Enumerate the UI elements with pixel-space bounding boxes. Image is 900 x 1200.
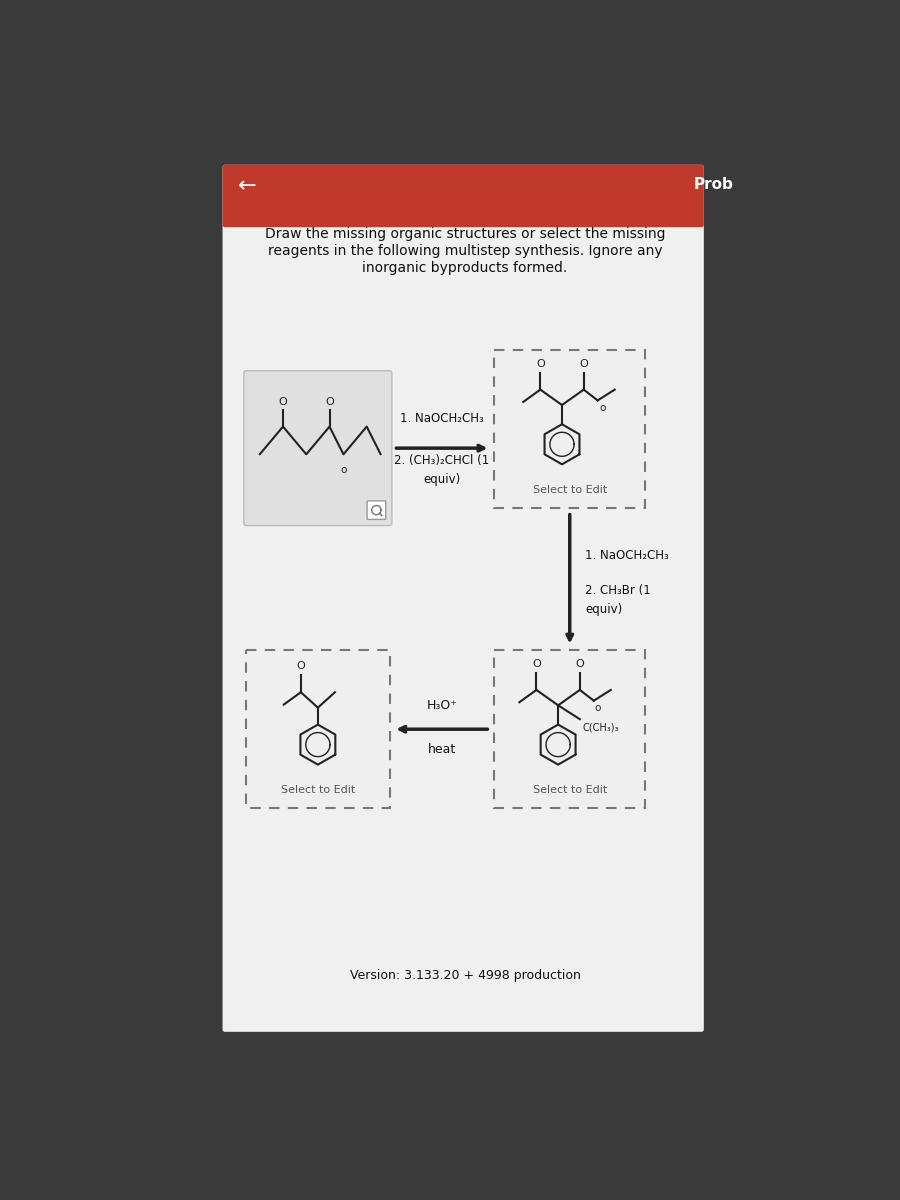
FancyBboxPatch shape [367, 500, 386, 520]
Text: Version: 3.133.20 + 4998 production: Version: 3.133.20 + 4998 production [350, 970, 580, 982]
Text: o: o [340, 466, 346, 475]
Text: O: O [532, 659, 541, 670]
Text: 1. NaOCH₂CH₃: 1. NaOCH₂CH₃ [400, 412, 484, 425]
Text: heat: heat [428, 743, 456, 756]
Text: Select to Edit: Select to Edit [281, 785, 355, 796]
Text: Prob: Prob [694, 176, 733, 192]
FancyBboxPatch shape [244, 371, 392, 526]
Text: o: o [599, 403, 606, 414]
FancyBboxPatch shape [222, 164, 704, 227]
Text: 2. (CH₃)₂CHCl (1: 2. (CH₃)₂CHCl (1 [394, 455, 490, 467]
Text: O: O [575, 659, 584, 670]
Text: Select to Edit: Select to Edit [533, 485, 607, 494]
Text: O: O [580, 359, 588, 368]
Text: Draw the missing organic structures or select the missing: Draw the missing organic structures or s… [265, 227, 665, 241]
Text: 1. NaOCH₂CH₃: 1. NaOCH₂CH₃ [585, 550, 669, 563]
Bar [247, 650, 390, 808]
Text: o: o [595, 703, 601, 713]
FancyBboxPatch shape [222, 164, 704, 1032]
Text: inorganic byproducts formed.: inorganic byproducts formed. [363, 262, 568, 275]
Text: O: O [536, 359, 544, 368]
Bar [494, 650, 645, 808]
Bar [225, 167, 701, 224]
Text: O: O [325, 396, 334, 407]
Text: equiv): equiv) [423, 473, 461, 486]
Text: C(CH₃)₃: C(CH₃)₃ [583, 722, 619, 732]
Bar [494, 350, 645, 508]
Text: ←: ← [238, 176, 256, 197]
Text: equiv): equiv) [585, 604, 623, 617]
Text: reagents in the following multistep synthesis. Ignore any: reagents in the following multistep synt… [268, 244, 662, 258]
Text: H₃O⁺: H₃O⁺ [427, 700, 457, 713]
Text: O: O [279, 396, 287, 407]
Text: O: O [296, 661, 305, 671]
Text: 2. CH₃Br (1: 2. CH₃Br (1 [585, 584, 651, 598]
Text: Select to Edit: Select to Edit [533, 785, 607, 796]
